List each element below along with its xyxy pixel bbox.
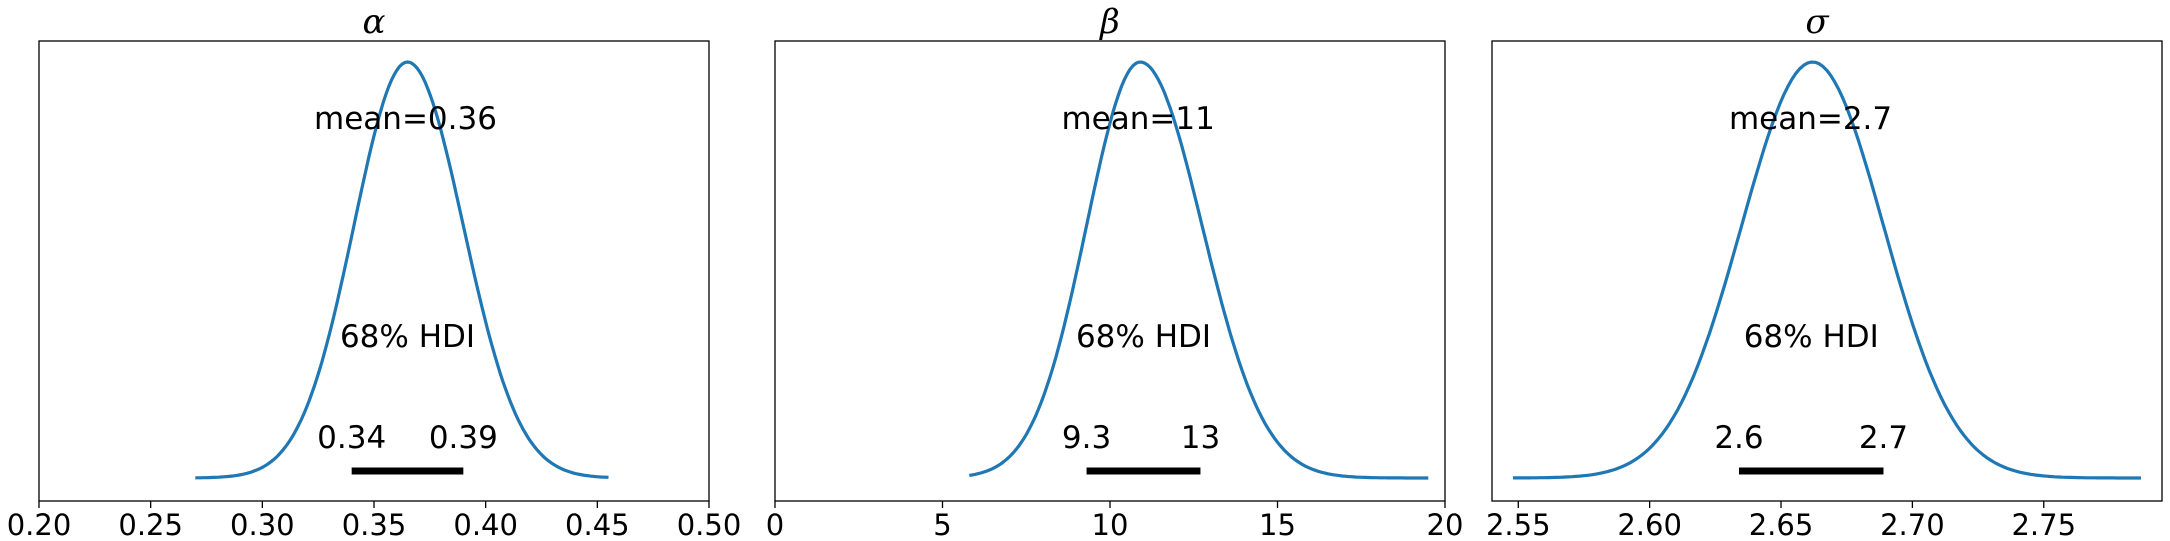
panel-1-x-tick-label: 0.40 bbox=[453, 508, 518, 541]
panel-3-title: σ bbox=[1805, 2, 1829, 42]
panel-2-density-line bbox=[969, 60, 1429, 480]
panel-1-x-tick-label: 0.50 bbox=[677, 508, 742, 541]
panel-1-x-tick-label: 0.25 bbox=[118, 508, 183, 541]
panel-2-x-tick-label: 10 bbox=[1092, 508, 1129, 541]
panel-1-density-line bbox=[195, 60, 609, 480]
panel-3-density-line bbox=[1513, 60, 2141, 480]
panel-2-x-tick-label: 20 bbox=[1427, 508, 1464, 541]
panel-3-mean-label: mean=2.7 bbox=[1729, 101, 1892, 137]
panel-2-x-tick-label: 15 bbox=[1259, 508, 1296, 541]
panel-2-x-tick-label: 0 bbox=[766, 508, 784, 541]
panel-3-x-tick-label: 2.65 bbox=[1749, 508, 1814, 541]
panel-1-hdi-label: 68% HDI bbox=[340, 319, 475, 355]
panel-2-title: β bbox=[1098, 2, 1120, 42]
panel-3-frame bbox=[1491, 40, 2163, 502]
panel-1-hdi-high-label: 0.39 bbox=[429, 420, 498, 456]
panel-2-hdi-label: 68% HDI bbox=[1076, 319, 1211, 355]
panel-3-hdi-low-label: 2.6 bbox=[1714, 420, 1763, 456]
panel-1-x-tick-label: 0.35 bbox=[342, 508, 407, 541]
panel-3-x-tick-label: 2.70 bbox=[1880, 508, 1945, 541]
panel-3-hdi-label: 68% HDI bbox=[1744, 319, 1879, 355]
panel-3-x-tick-label: 2.60 bbox=[1617, 508, 1682, 541]
panel-1-x-tick-label: 0.30 bbox=[230, 508, 295, 541]
panel-3-x-tick-label: 2.55 bbox=[1486, 508, 1551, 541]
panel-1-hdi-low-label: 0.34 bbox=[317, 420, 386, 456]
panel-2-hdi-high-label: 13 bbox=[1181, 420, 1220, 456]
panel-1-title: α bbox=[363, 2, 386, 42]
panel-2-mean-label: mean=11 bbox=[1061, 101, 1214, 137]
panel-1-x-tick-label: 0.45 bbox=[565, 508, 630, 541]
panel-2-hdi-low-label: 9.3 bbox=[1062, 420, 1111, 456]
panel-1-mean-label: mean=0.36 bbox=[314, 101, 497, 137]
panel-2-x-tick-label: 5 bbox=[933, 508, 951, 541]
panel-3-x-tick-label: 2.75 bbox=[2011, 508, 2076, 541]
panel-3-hdi-high-label: 2.7 bbox=[1859, 420, 1908, 456]
panel-1-x-tick-label: 0.20 bbox=[7, 508, 72, 541]
